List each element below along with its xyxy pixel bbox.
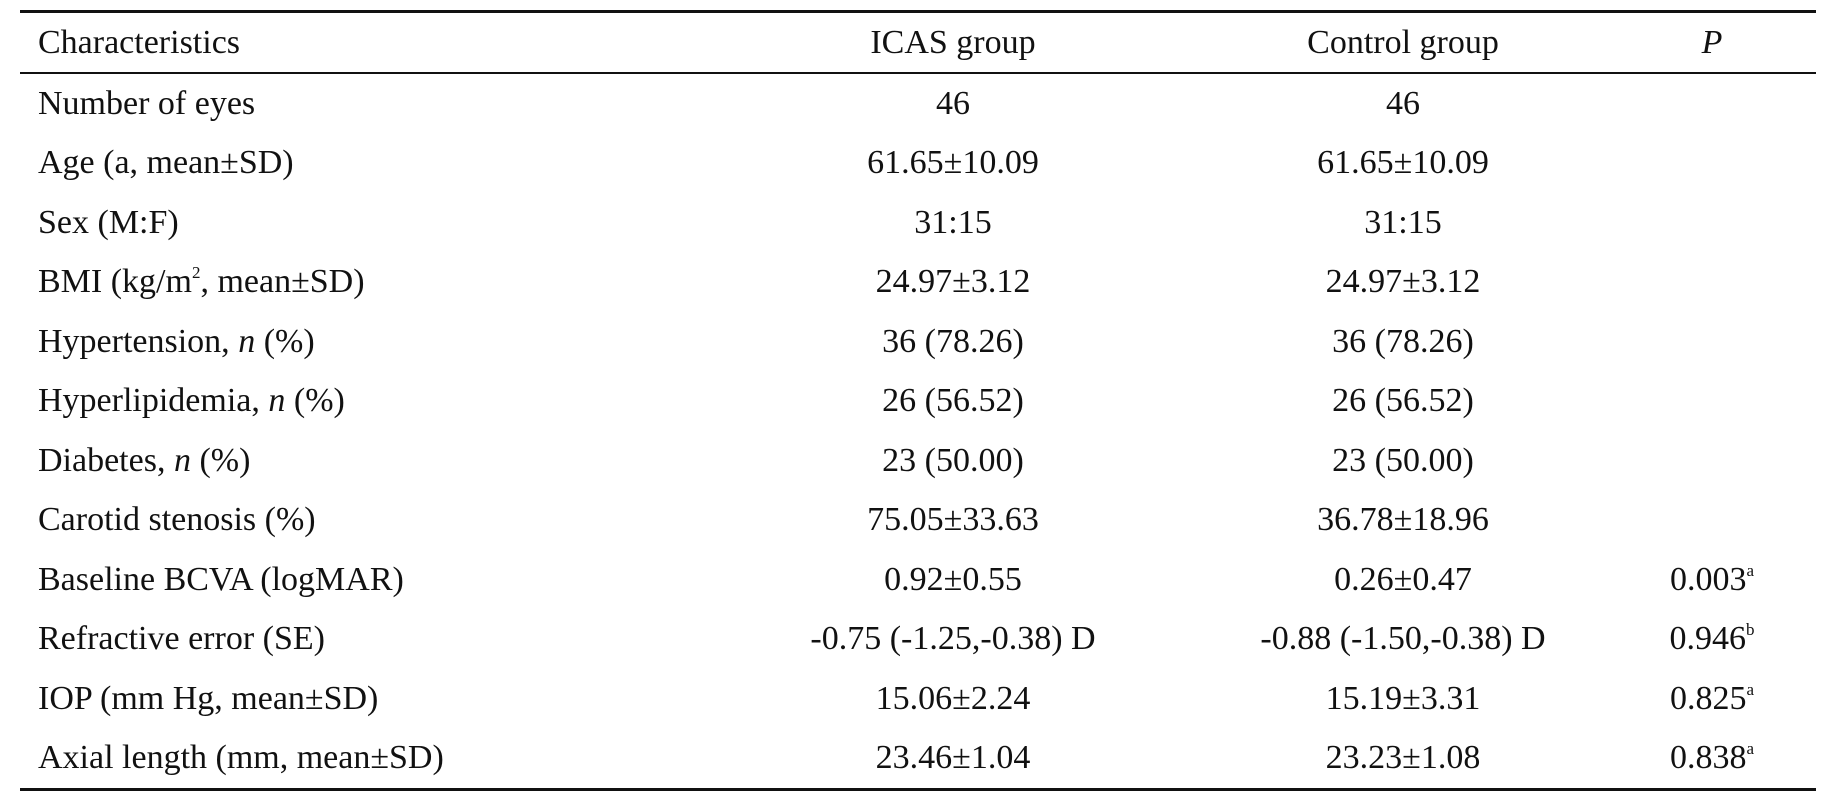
row-label-text: Sex (M:F) — [38, 203, 179, 241]
row-label-text: BMI (kg/m — [38, 263, 192, 301]
control-value: 36 (78.26) — [1332, 322, 1474, 360]
row-label-text-suffix: (%) — [255, 322, 315, 360]
icas-value: 26 (56.52) — [882, 382, 1024, 420]
p-value — [1618, 193, 1816, 253]
p-value: 0.946b — [1618, 610, 1816, 670]
row-label-text: Number of eyes — [38, 84, 256, 122]
row-label: Refractive error (SE) — [20, 610, 718, 670]
control-value: 23.23±1.08 — [1325, 739, 1481, 777]
p-value — [1618, 491, 1816, 551]
characteristics-table: Characteristics ICAS group Control group… — [20, 10, 1816, 791]
row-label-text: Carotid stenosis (%) — [38, 501, 316, 539]
table-row: IOP (mm Hg, mean±SD) 15.06±2.24 15.19±3.31… — [20, 669, 1816, 729]
header-control-group: Control group — [1307, 23, 1499, 61]
row-label-text-suffix: , mean±SD) — [200, 263, 365, 301]
p-value-number: 0.003 — [1669, 560, 1747, 598]
table-row: Diabetes, n (%) 23 (50.00) 23 (50.00) — [20, 431, 1816, 491]
row-label: IOP (mm Hg, mean±SD) — [20, 669, 718, 729]
p-value — [1618, 312, 1816, 372]
table-row: Sex (M:F) 31:15 31:15 — [20, 193, 1816, 253]
row-label: Diabetes, n (%) — [20, 431, 718, 491]
table-row: Number of eyes 46 46 — [20, 73, 1816, 134]
row-label: BMI (kg/m2, mean±SD) — [20, 253, 718, 313]
characteristics-table-container: Characteristics ICAS group Control group… — [20, 10, 1816, 791]
control-value: -0.88 (-1.50,-0.38) D — [1260, 620, 1546, 658]
table-row: Age (a, mean±SD) 61.65±10.09 61.65±10.09 — [20, 134, 1816, 194]
icas-value: 46 — [936, 84, 970, 122]
row-label: Axial length (mm, mean±SD) — [20, 729, 718, 790]
table-row: Baseline BCVA (logMAR) 0.92±0.55 0.26±0.47… — [20, 550, 1816, 610]
control-value: 0.26±0.47 — [1334, 560, 1472, 598]
table-row: Axial length (mm, mean±SD) 23.46±1.04 23.2… — [20, 729, 1816, 790]
table-row: Hypertension, n (%) 36 (78.26) 36 (78.26) — [20, 312, 1816, 372]
row-label-text: Hyperlipidemia, — [38, 382, 269, 420]
p-value-number: 0.946 — [1669, 620, 1747, 658]
icas-value: 24.97±3.12 — [875, 263, 1031, 301]
row-label: Baseline BCVA (logMAR) — [20, 550, 718, 610]
row-label: Number of eyes — [20, 73, 718, 134]
row-label-text: Refractive error (SE) — [38, 620, 325, 658]
header-p-italic: P — [1701, 23, 1723, 61]
row-label-text-suffix: (%) — [285, 382, 345, 420]
row-label-text: IOP (mm Hg, mean±SD) — [38, 679, 379, 717]
control-value: 36.78±18.96 — [1317, 501, 1489, 539]
control-value: 15.19±3.31 — [1325, 679, 1481, 717]
icas-value: 23 (50.00) — [882, 441, 1024, 479]
row-label: Sex (M:F) — [20, 193, 718, 253]
p-value — [1618, 372, 1816, 432]
row-label: Hyperlipidemia, n (%) — [20, 372, 718, 432]
p-value — [1618, 253, 1816, 313]
header-p-value: P — [1618, 12, 1816, 74]
table-row: BMI (kg/m2, mean±SD) 24.97±3.12 24.97±3.12 — [20, 253, 1816, 313]
p-value: 0.825a — [1618, 669, 1816, 729]
p-value-number: 0.825 — [1669, 679, 1747, 717]
table-header: Characteristics ICAS group Control group… — [20, 11, 1816, 74]
header-row: Characteristics ICAS group Control group… — [20, 11, 1816, 74]
row-label-text-suffix: (%) — [190, 441, 251, 479]
row-label: Carotid stenosis (%) — [20, 491, 718, 551]
p-value-test-marker: a — [1746, 679, 1755, 699]
control-value: 61.65±10.09 — [1317, 144, 1489, 182]
icas-value: -0.75 (-1.25,-0.38) D — [810, 620, 1096, 658]
p-value: 0.838a — [1618, 729, 1816, 790]
table-row: Carotid stenosis (%) 75.05±33.63 36.78±18.… — [20, 491, 1816, 551]
icas-value: 31:15 — [914, 203, 992, 241]
icas-value: 61.65±10.09 — [867, 144, 1039, 182]
p-value-test-marker: a — [1746, 739, 1755, 759]
control-value: 26 (56.52) — [1332, 382, 1474, 420]
control-value: 46 — [1386, 84, 1420, 122]
row-label-text: Age (a, mean±SD) — [38, 144, 294, 182]
row-label: Hypertension, n (%) — [20, 312, 718, 372]
row-label-italic: n — [173, 441, 191, 479]
row-label-text: Baseline BCVA (logMAR) — [38, 560, 404, 598]
table-row: Hyperlipidemia, n (%) 26 (56.52) 26 (56.52… — [20, 372, 1816, 432]
row-label-text: Diabetes, — [38, 441, 174, 479]
icas-value: 36 (78.26) — [882, 322, 1024, 360]
control-value: 31:15 — [1364, 203, 1442, 241]
row-label-text: Hypertension, — [38, 322, 239, 360]
table-row: Refractive error (SE) -0.75 (-1.25,-0.38)… — [20, 610, 1816, 670]
control-value: 24.97±3.12 — [1325, 263, 1481, 301]
row-label-superscript: 2 — [191, 263, 201, 283]
p-value — [1618, 73, 1816, 134]
header-icas-group: ICAS group — [870, 23, 1036, 61]
p-value-test-marker: a — [1746, 560, 1755, 580]
icas-value: 75.05±33.63 — [867, 501, 1039, 539]
p-value-test-marker: b — [1746, 620, 1755, 640]
p-value: 0.003a — [1618, 550, 1816, 610]
icas-value: 23.46±1.04 — [875, 739, 1031, 777]
row-label-text: Axial length (mm, mean±SD) — [38, 739, 444, 777]
header-characteristics: Characteristics — [38, 23, 241, 61]
p-value — [1618, 431, 1816, 491]
icas-value: 0.92±0.55 — [884, 560, 1022, 598]
row-label-italic: n — [238, 322, 256, 360]
icas-value: 15.06±2.24 — [875, 679, 1031, 717]
row-label-italic: n — [268, 382, 286, 420]
control-value: 23 (50.00) — [1332, 441, 1474, 479]
table-body: Number of eyes 46 46 Age (a, mean±SD) 61.65±… — [20, 73, 1816, 790]
p-value — [1618, 134, 1816, 194]
p-value-number: 0.838 — [1669, 739, 1747, 777]
row-label: Age (a, mean±SD) — [20, 134, 718, 194]
